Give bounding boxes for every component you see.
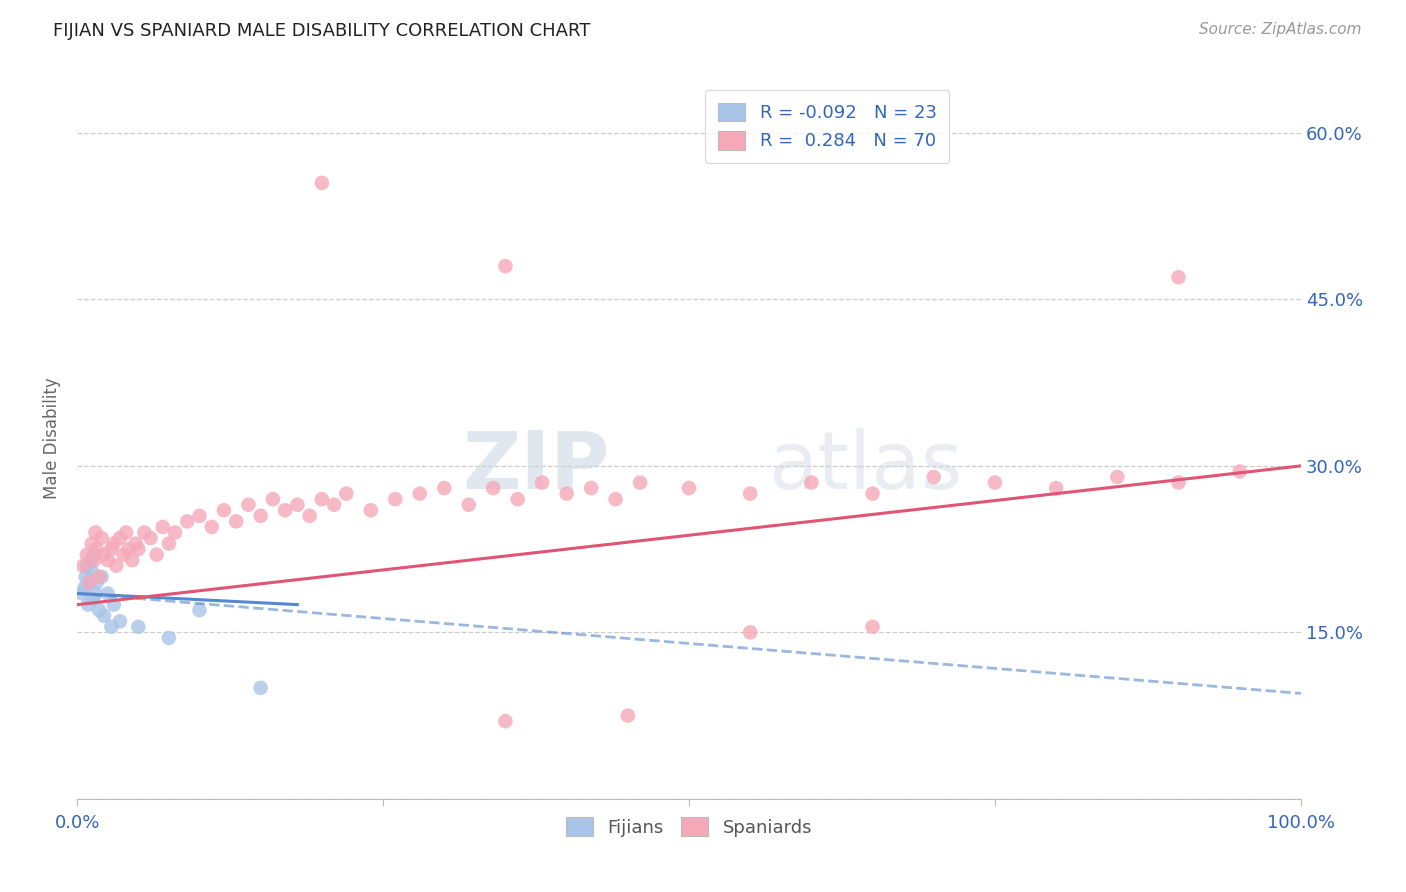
Point (740, 625, 762, 640)
Point (225, 515, 247, 529)
Point (87, 603, 110, 617)
Point (121, 553, 143, 567)
Point (201, 520, 224, 534)
Point (97, 586, 120, 600)
Point (77, 598, 100, 612)
Point (605, 492, 627, 507)
Point (862, 620, 884, 634)
Point (84, 525, 107, 540)
Point (482, 481, 505, 495)
Point (163, 525, 186, 540)
Point (157, 631, 180, 645)
Point (103, 536, 125, 550)
Text: FIJIAN VS SPANIARD MALE DISABILITY CORRELATION CHART: FIJIAN VS SPANIARD MALE DISABILITY CORRE… (53, 22, 591, 40)
Point (75, 570, 97, 584)
Point (79, 575, 101, 590)
Point (134, 525, 156, 540)
Point (157, 536, 180, 550)
Point (115, 525, 138, 540)
Point (409, 486, 432, 500)
Point (922, 470, 945, 484)
Point (90, 570, 112, 584)
Point (108, 531, 131, 545)
Point (70, 586, 93, 600)
Point (678, 481, 700, 495)
Point (628, 475, 651, 490)
Point (76, 548, 98, 562)
Text: Source: ZipAtlas.com: Source: ZipAtlas.com (1198, 22, 1361, 37)
Point (800, 475, 823, 490)
Point (112, 548, 135, 562)
Point (531, 475, 554, 490)
Point (72, 558, 94, 573)
Point (87, 570, 110, 584)
Point (617, 708, 640, 723)
Point (238, 498, 260, 512)
Point (97, 553, 120, 567)
Point (105, 558, 128, 573)
Point (1107, 470, 1129, 484)
Point (127, 620, 149, 634)
Point (76, 558, 98, 573)
Point (125, 536, 148, 550)
Point (93, 548, 115, 562)
Text: ZIP: ZIP (463, 428, 609, 506)
Point (90, 531, 112, 545)
Point (249, 508, 271, 523)
Point (83, 553, 105, 567)
Point (103, 598, 125, 612)
Text: atlas: atlas (769, 428, 963, 506)
Point (1045, 481, 1067, 495)
Point (188, 508, 211, 523)
Y-axis label: Male Disability: Male Disability (44, 377, 60, 499)
Point (117, 542, 139, 557)
Point (335, 486, 357, 500)
Point (1167, 475, 1189, 490)
Point (262, 492, 284, 507)
Point (298, 508, 321, 523)
Point (93, 608, 115, 623)
Point (862, 486, 884, 500)
Legend: Fijians, Spaniards: Fijians, Spaniards (558, 810, 820, 844)
Point (323, 498, 346, 512)
Point (139, 531, 162, 545)
Point (73, 581, 96, 595)
Point (311, 176, 333, 190)
Point (1229, 465, 1251, 479)
Point (457, 498, 479, 512)
Point (1167, 270, 1189, 285)
Point (79, 553, 101, 567)
Point (108, 614, 131, 628)
Point (287, 498, 309, 512)
Point (100, 542, 122, 557)
Point (506, 492, 529, 507)
Point (274, 503, 297, 517)
Point (100, 620, 122, 634)
Point (494, 714, 516, 728)
Point (579, 481, 602, 495)
Point (86, 542, 108, 557)
Point (311, 492, 333, 507)
Point (384, 492, 406, 507)
Point (494, 259, 516, 273)
Point (360, 503, 382, 517)
Point (84, 586, 107, 600)
Point (83, 548, 105, 562)
Point (80, 564, 103, 578)
Point (433, 481, 456, 495)
Point (127, 542, 149, 557)
Point (86, 575, 108, 590)
Point (176, 515, 198, 529)
Point (212, 503, 235, 517)
Point (79, 575, 101, 590)
Point (145, 548, 167, 562)
Point (188, 603, 211, 617)
Point (740, 486, 762, 500)
Point (555, 486, 578, 500)
Point (984, 475, 1007, 490)
Point (249, 681, 271, 695)
Point (80, 536, 103, 550)
Point (152, 520, 174, 534)
Point (82, 592, 104, 607)
